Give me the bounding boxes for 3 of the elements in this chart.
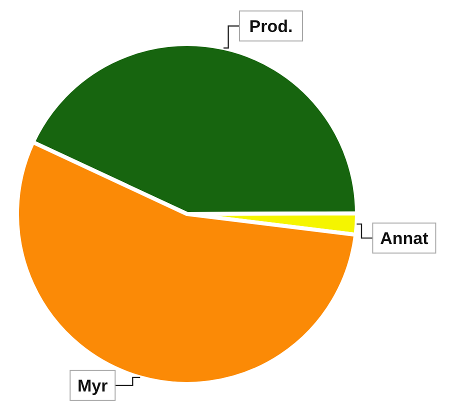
slice-label: Myr <box>78 376 108 396</box>
slice-label: Annat <box>380 229 429 248</box>
slice-label: Prod. <box>249 16 293 36</box>
